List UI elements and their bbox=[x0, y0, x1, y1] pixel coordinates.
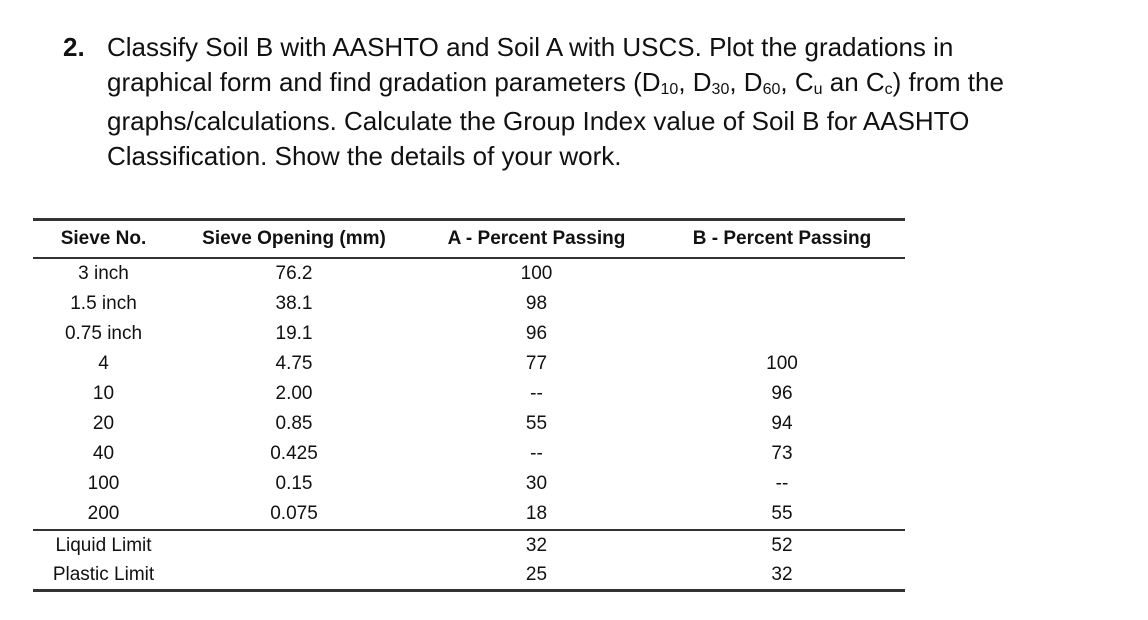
cell-sieve: 20 bbox=[92, 413, 115, 434]
text-segment: an C bbox=[822, 67, 885, 97]
cell-a-passing: -- bbox=[530, 383, 543, 404]
cell-a-passing: 96 bbox=[525, 323, 548, 344]
cell-opening: 0.15 bbox=[275, 473, 313, 494]
subscript-d30: 30 bbox=[711, 81, 730, 98]
problem-statement: 2. Classify Soil B with AASHTO and Soil … bbox=[63, 30, 1004, 174]
problem-line-2: graphical form and find gradation parame… bbox=[107, 65, 1004, 104]
table-row-plastic-limit: Plastic Limit 25 32 bbox=[33, 560, 905, 591]
cell-opening: 0.075 bbox=[174, 499, 414, 531]
cell-sieve: 10 bbox=[92, 383, 115, 404]
cell-b-passing: 55 bbox=[659, 499, 905, 531]
cell-sieve: 200 bbox=[33, 499, 174, 531]
cell-a-passing: 25 bbox=[525, 563, 548, 585]
cell-a-passing: 100 bbox=[520, 263, 553, 284]
cell-a-passing: -- bbox=[530, 443, 543, 464]
column-header-a-percent-passing: A - Percent Passing bbox=[414, 219, 659, 259]
problem-line-4: Classification. Show the details of your… bbox=[107, 141, 622, 171]
subscript-cu: u bbox=[813, 81, 823, 98]
table-row: 10 2.00 -- 96 bbox=[33, 379, 905, 409]
cell-empty bbox=[174, 530, 414, 560]
problem-number: 2. bbox=[63, 32, 85, 62]
cell-empty bbox=[174, 560, 414, 591]
cell-opening: 76.2 bbox=[275, 263, 313, 284]
cell-sieve: 3 inch bbox=[78, 263, 129, 284]
table-row: 0.75 inch 19.1 96 bbox=[33, 319, 905, 349]
text-segment: ) from the bbox=[892, 67, 1004, 97]
text-segment: , D bbox=[729, 67, 763, 97]
gradation-table-container: Sieve No. Sieve Opening (mm) A - Percent… bbox=[33, 218, 905, 592]
cell-a-passing: 55 bbox=[525, 413, 548, 434]
table-row: 40 0.425 -- 73 bbox=[33, 439, 905, 469]
cell-sieve: 40 bbox=[92, 443, 115, 464]
cell-b-passing: 100 bbox=[766, 353, 798, 374]
cell-opening: 0.425 bbox=[270, 443, 318, 464]
table-row: 20 0.85 55 94 bbox=[33, 409, 905, 439]
subscript-cc: c bbox=[884, 81, 893, 98]
cell-b-passing bbox=[659, 258, 905, 289]
problem-line-3: graphs/calculations. Calculate the Group… bbox=[107, 106, 970, 136]
table-row: 4 4.75 77 100 bbox=[33, 349, 905, 379]
table-row: 100 0.15 30 -- bbox=[33, 469, 905, 499]
cell-limit-label: Liquid Limit bbox=[55, 534, 152, 556]
cell-b-passing: 73 bbox=[771, 443, 793, 464]
cell-sieve: 100 bbox=[87, 473, 120, 494]
table-header-row: Sieve No. Sieve Opening (mm) A - Percent… bbox=[33, 219, 905, 259]
table-row: 1.5 inch 38.1 98 bbox=[33, 289, 905, 319]
problem-line-1: Classify Soil B with AASHTO and Soil A w… bbox=[107, 32, 954, 62]
text-segment: , D bbox=[678, 67, 712, 97]
cell-b-passing: 94 bbox=[771, 413, 793, 434]
cell-a-passing: 30 bbox=[525, 473, 548, 494]
subscript-d10: 10 bbox=[660, 81, 679, 98]
cell-b-passing: 96 bbox=[771, 383, 793, 404]
cell-b-passing: 32 bbox=[771, 563, 793, 585]
cell-b-passing: -- bbox=[775, 473, 789, 494]
cell-sieve: 4 bbox=[98, 353, 109, 374]
cell-a-passing: 32 bbox=[525, 534, 548, 556]
cell-limit-label: Plastic Limit bbox=[52, 563, 155, 585]
cell-b-passing bbox=[659, 319, 905, 349]
table-row-liquid-limit: Liquid Limit 32 52 bbox=[33, 530, 905, 560]
column-header-sieve-opening: Sieve Opening (mm) bbox=[174, 219, 414, 259]
cell-a-passing: 98 bbox=[525, 293, 548, 314]
subscript-d60: 60 bbox=[762, 81, 781, 98]
cell-opening: 38.1 bbox=[275, 293, 313, 314]
text-segment: graphical form and find gradation parame… bbox=[107, 67, 661, 97]
cell-opening: 2.00 bbox=[275, 383, 313, 404]
cell-b-passing: 52 bbox=[771, 534, 793, 556]
cell-sieve: 0.75 inch bbox=[64, 323, 143, 344]
cell-a-passing: 18 bbox=[414, 499, 659, 531]
cell-b-passing bbox=[659, 289, 905, 319]
column-header-sieve-no: Sieve No. bbox=[33, 219, 174, 259]
column-header-b-percent-passing: B - Percent Passing bbox=[659, 219, 905, 259]
table-row: 3 inch 76.2 100 bbox=[33, 258, 905, 289]
gradation-table: Sieve No. Sieve Opening (mm) A - Percent… bbox=[33, 218, 905, 592]
table-row: 200 0.075 18 55 bbox=[33, 499, 905, 531]
problem-text: Classify Soil B with AASHTO and Soil A w… bbox=[107, 30, 1004, 174]
cell-opening: 4.75 bbox=[275, 353, 313, 374]
text-segment: , C bbox=[780, 67, 814, 97]
cell-sieve: 1.5 inch bbox=[70, 293, 137, 314]
cell-opening: 19.1 bbox=[275, 323, 313, 344]
cell-opening: 0.85 bbox=[275, 413, 313, 434]
cell-a-passing: 77 bbox=[525, 353, 548, 374]
